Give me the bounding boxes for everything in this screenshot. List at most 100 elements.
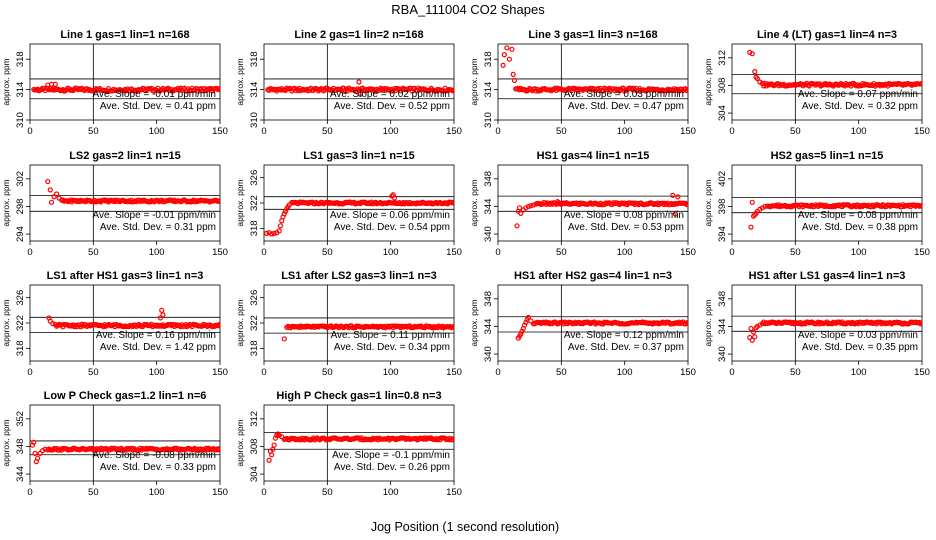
x-tick-label: 0	[729, 126, 734, 137]
std-dev-label: Ave. Std. Dev. = 0.33 ppm	[100, 462, 216, 473]
data-point	[685, 202, 688, 208]
panel-4: Line 4 (LT) gas=1 lin=4 n=3 0 50 100 150 304 3…	[703, 29, 930, 137]
figure-title: RBA_111004 CO2 Shapes	[391, 2, 545, 17]
panel-title: LS1 after HS1 gas=3 lin=1 n=3	[47, 270, 204, 282]
plot-frame	[29, 404, 221, 482]
y-tick-label: 312	[717, 50, 728, 66]
x-tick-label: 100	[149, 367, 165, 378]
data-point	[157, 315, 164, 321]
data-point	[525, 314, 532, 321]
slope-label: Ave. Slope = 0.07 ppm/min	[798, 89, 918, 100]
data-point	[269, 231, 275, 237]
figure-x-axis-label: Jog Position (1 second resolution)	[371, 520, 559, 534]
plot-frame	[263, 43, 455, 121]
y-tick-label: 314	[483, 82, 494, 98]
data-point	[391, 195, 398, 201]
data-point	[554, 199, 561, 205]
data-point	[501, 52, 507, 58]
x-tick-label: 0	[27, 126, 32, 137]
x-tick-label: 50	[556, 367, 567, 378]
x-tick-label: 0	[261, 126, 266, 137]
x-tick-label: 50	[790, 247, 801, 258]
y-axis-label: approx. ppm	[703, 299, 713, 346]
data-point	[685, 320, 688, 326]
y-tick-label: 344	[15, 466, 26, 482]
data-point	[37, 450, 43, 456]
data-point	[748, 325, 754, 332]
std-dev-label: Ave. Std. Dev. = 0.31 ppm	[100, 222, 216, 233]
y-tick-label: 322	[249, 315, 260, 331]
data-point	[919, 320, 922, 326]
data-point	[754, 75, 760, 82]
x-tick-label: 0	[27, 487, 32, 498]
x-tick-label: 100	[851, 367, 867, 378]
data-point	[750, 329, 757, 335]
data-point	[516, 205, 523, 211]
panel-7: HS1 gas=4 lin=1 n=15 0 50 100 150 340 344 348 ap…	[469, 150, 696, 258]
data-point	[281, 211, 287, 217]
y-tick-label: 352	[15, 411, 26, 427]
y-axis-label: approx. ppm	[703, 58, 713, 105]
y-tick-label: 322	[249, 195, 260, 211]
data-point	[281, 336, 287, 342]
data-point	[510, 71, 516, 78]
std-dev-label: Ave. Std. Dev. = 0.47 ppm	[568, 101, 684, 112]
x-tick-label: 50	[790, 367, 801, 378]
data-point	[266, 230, 272, 236]
x-tick-label: 100	[617, 126, 633, 137]
data-point	[919, 202, 922, 209]
data-point	[525, 203, 532, 210]
panel-grid: Line 1 gas=1 lin=1 n=168 0 50 100 150 310 314 3…	[1, 29, 930, 498]
data-point	[282, 208, 289, 214]
x-tick-label: 0	[729, 247, 734, 258]
x-tick-label: 50	[322, 487, 333, 498]
x-tick-label: 0	[729, 367, 734, 378]
slope-label: Ave. Slope = 0.02 ppm/min	[330, 89, 450, 100]
data-series	[264, 192, 454, 237]
data-point	[276, 228, 282, 234]
data-point	[217, 85, 220, 91]
x-tick-label: 0	[495, 247, 500, 258]
slope-label: Ave. Slope = 0.03 ppm/min	[798, 330, 918, 341]
data-point	[749, 51, 755, 57]
y-axis-label: approx. ppm	[235, 179, 245, 226]
data-point	[528, 318, 534, 324]
data-point	[53, 191, 60, 197]
x-tick-label: 0	[261, 247, 266, 258]
data-point	[32, 450, 38, 456]
panel-13: Low P Check gas=1.2 lin=1 n=6 0 50 100 150 34…	[1, 390, 228, 498]
slope-label: Ave. Slope = 0.08 ppm/min	[564, 210, 684, 221]
y-tick-label: 298	[15, 199, 26, 215]
std-dev-label: Ave. Std. Dev. = 0.32 ppm	[802, 101, 918, 112]
y-tick-label: 340	[483, 346, 494, 362]
data-point	[749, 337, 755, 343]
slope-label: Ave. Slope = -0.08 ppm/min	[93, 450, 217, 461]
panel-title: Line 2 gas=1 lin=2 n=168	[294, 29, 423, 41]
data-point	[216, 87, 220, 93]
std-dev-label: Ave. Std. Dev. = 0.41 ppm	[100, 101, 216, 112]
x-tick-label: 50	[322, 247, 333, 258]
data-series	[45, 178, 220, 205]
x-tick-label: 100	[383, 247, 399, 258]
x-tick-label: 100	[617, 247, 633, 258]
data-point	[528, 203, 534, 209]
panel-title: HS1 after LS1 gas=4 lin=1 n=3	[749, 270, 906, 282]
data-point	[159, 307, 165, 313]
y-tick-label: 322	[15, 315, 26, 331]
x-tick-label: 150	[212, 487, 228, 498]
data-point	[749, 199, 755, 205]
slope-label: Ave. Slope = 0.08 ppm/min	[798, 210, 918, 221]
panel-title: High P Check gas=1 lin=0.8 n=3	[276, 390, 441, 402]
x-tick-label: 100	[851, 126, 867, 137]
data-point	[919, 80, 922, 86]
panel-title: LS1 gas=3 lin=1 n=15	[303, 150, 415, 162]
data-point	[216, 323, 220, 329]
data-series	[30, 439, 220, 465]
data-series	[31, 81, 220, 94]
y-tick-label: 304	[717, 105, 728, 121]
y-tick-label: 308	[249, 439, 260, 455]
x-tick-label: 50	[322, 126, 333, 137]
y-tick-label: 308	[717, 78, 728, 94]
std-dev-label: Ave. Std. Dev. = 0.54 ppm	[334, 222, 450, 233]
slope-label: Ave. Slope = 0.06 ppm/min	[330, 210, 450, 221]
